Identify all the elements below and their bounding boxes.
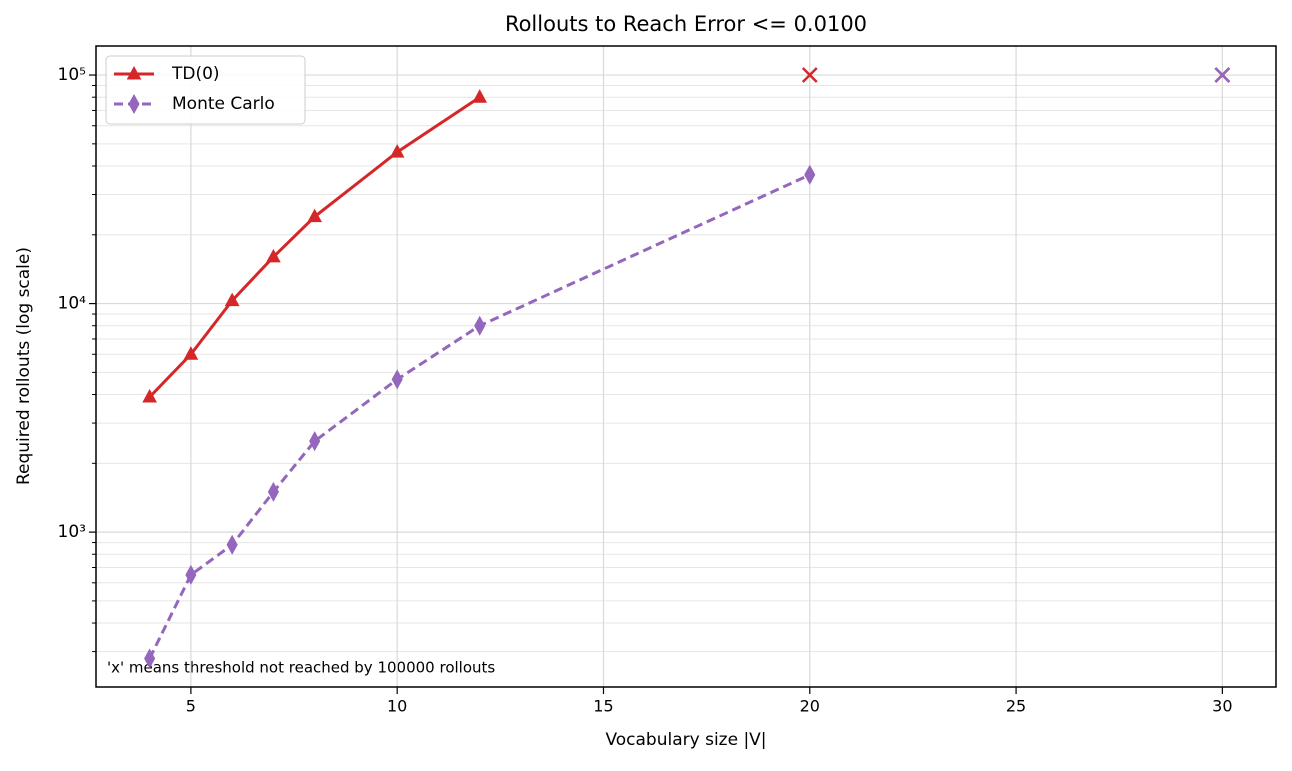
diamond-marker — [267, 481, 279, 502]
y-tick-label: 10⁵ — [58, 65, 86, 85]
x-tick-label: 20 — [800, 697, 820, 716]
diamond-marker — [804, 164, 816, 185]
y-axis-label: Required rollouts (log scale) — [14, 247, 34, 485]
diamond-marker — [309, 431, 321, 452]
diamond-marker — [185, 564, 197, 585]
y-tick-label: 10³ — [58, 522, 86, 542]
diamond-marker — [128, 93, 140, 115]
triangle-marker — [126, 65, 142, 80]
triangle-marker — [389, 144, 405, 158]
legend-label: TD(0) — [171, 64, 220, 84]
diamond-marker — [474, 315, 486, 336]
x-tick-label: 25 — [1006, 697, 1026, 716]
triangle-marker — [307, 208, 323, 223]
x-stroke — [801, 67, 818, 83]
x-tick-label: 10 — [387, 697, 407, 716]
diamond-marker — [391, 369, 403, 390]
diamond-marker — [144, 648, 156, 669]
legend-box — [105, 55, 306, 125]
triangle-marker — [472, 89, 488, 103]
triangle-marker — [142, 388, 157, 403]
legend-label: Monte Carlo — [172, 94, 275, 114]
triangle-marker — [224, 292, 240, 307]
x-axis-label: Vocabulary size |V| — [605, 730, 766, 750]
not-reached-marker — [1214, 67, 1231, 83]
x-stroke — [1214, 67, 1231, 83]
legend: TD(0) Monte Carlo — [105, 55, 306, 125]
triangle-marker — [266, 248, 281, 263]
x-tick-label: 5 — [186, 697, 196, 716]
annotation: 'x' means threshold not reached by 10000… — [107, 659, 495, 677]
triangle-marker — [183, 346, 199, 360]
series-line — [148, 173, 811, 660]
x-tick-label: 30 — [1212, 697, 1232, 716]
y-tick-label: 10⁴ — [58, 294, 87, 314]
chart-title: Rollouts to Reach Error <= 0.0100 — [505, 12, 867, 36]
plot-frame — [95, 45, 1277, 688]
not-reached-marker — [801, 67, 818, 83]
diamond-marker — [226, 534, 238, 555]
x-tick-label: 15 — [593, 697, 613, 716]
